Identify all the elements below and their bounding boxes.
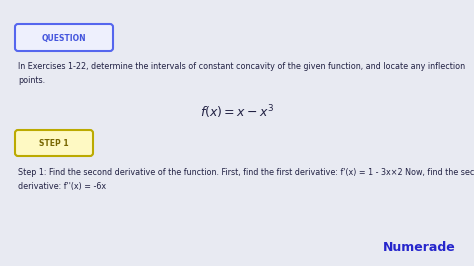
FancyBboxPatch shape	[15, 130, 93, 156]
FancyBboxPatch shape	[15, 24, 113, 51]
Text: derivative: f''(x) = -6x: derivative: f''(x) = -6x	[18, 182, 106, 191]
Text: QUESTION: QUESTION	[42, 34, 86, 43]
Text: In Exercises 1-22, determine the intervals of constant concavity of the given fu: In Exercises 1-22, determine the interva…	[18, 62, 465, 71]
Text: Numerade: Numerade	[383, 241, 456, 254]
Text: points.: points.	[18, 76, 45, 85]
Text: STEP 1: STEP 1	[39, 139, 69, 148]
Text: Step 1: Find the second derivative of the function. First, find the first deriva: Step 1: Find the second derivative of th…	[18, 168, 474, 177]
Text: $f(x) = x - x^3$: $f(x) = x - x^3$	[200, 103, 274, 120]
